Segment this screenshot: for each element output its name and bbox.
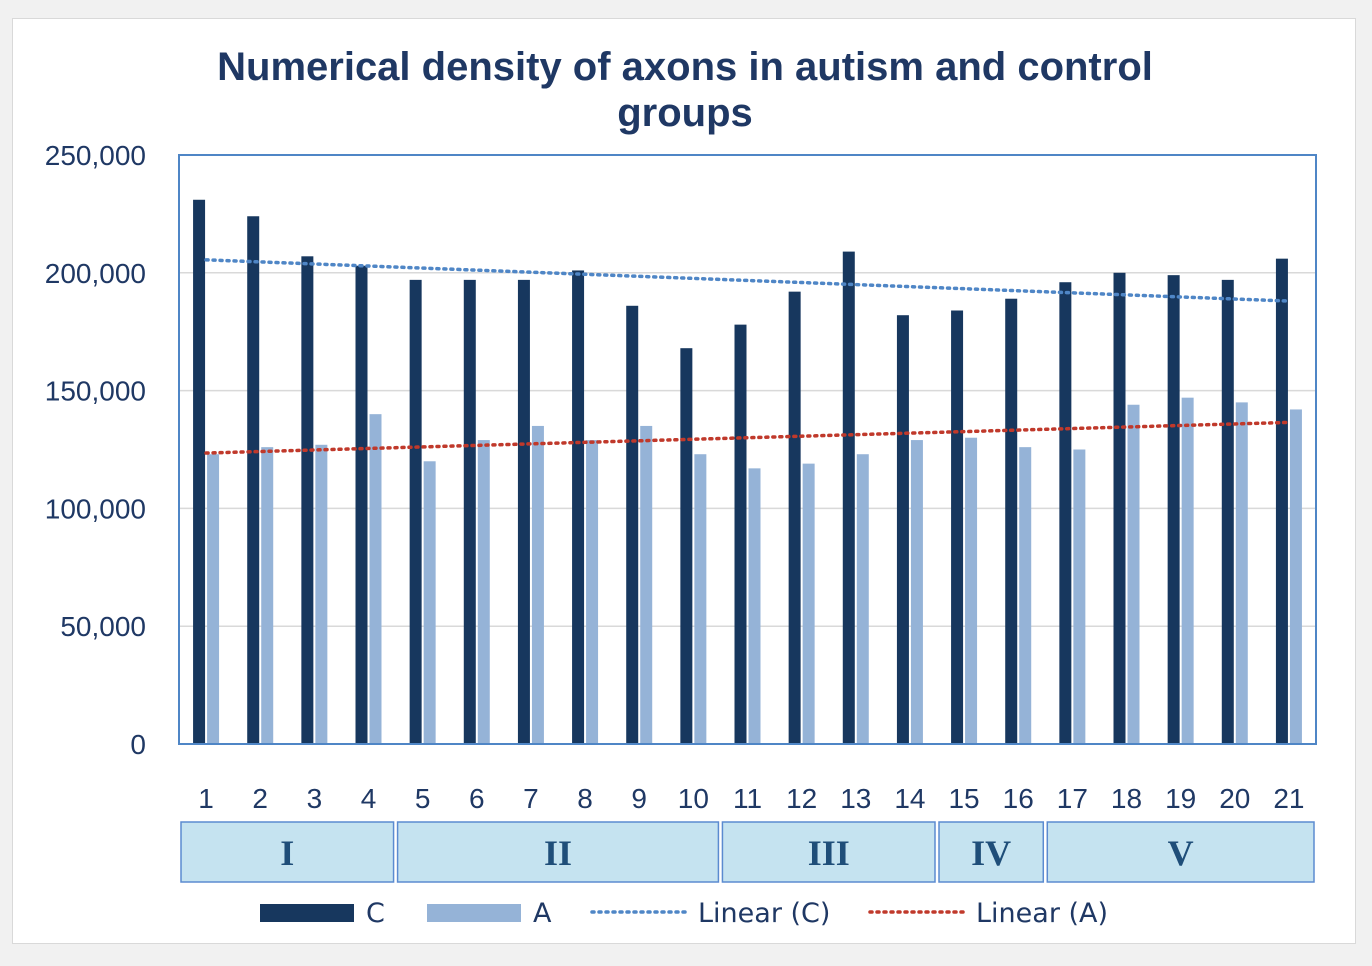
- trendline-C: [204, 258, 1291, 303]
- bar-C-2: [247, 216, 260, 745]
- y-tick-label: 100,000: [45, 493, 146, 524]
- trendline-A: [204, 420, 1291, 455]
- x-tick-label: 17: [1057, 783, 1088, 814]
- bar-C-12: [788, 291, 801, 744]
- bar-C-21: [1275, 258, 1288, 744]
- x-tick-label: 6: [469, 783, 485, 814]
- group-boxes: I II III IV V: [180, 821, 1315, 883]
- bar-C-9: [626, 305, 639, 744]
- y-tick-label: 200,000: [45, 258, 146, 289]
- bar-A-17: [1073, 449, 1086, 744]
- bar-A-5: [423, 461, 436, 744]
- bars: [193, 199, 1302, 745]
- bar-A-13: [856, 454, 869, 744]
- x-tick-label: 9: [631, 783, 647, 814]
- x-tick-label: 1: [198, 783, 214, 814]
- bar-C-18: [1113, 272, 1126, 744]
- bar-A-7: [531, 425, 544, 744]
- group-box: [1046, 821, 1315, 883]
- legend-label: Linear (C): [698, 898, 830, 929]
- y-tick-label: 0: [130, 729, 146, 760]
- bar-C-5: [409, 279, 422, 744]
- legend-label: C: [366, 898, 385, 929]
- bar-A-2: [261, 447, 274, 744]
- y-tick-label: 250,000: [45, 140, 146, 171]
- bar-A-11: [748, 468, 761, 744]
- bar-A-12: [802, 463, 815, 744]
- x-tick-label: 13: [840, 783, 871, 814]
- x-tick-label: 15: [948, 783, 979, 814]
- x-tick-label: 21: [1273, 783, 1304, 814]
- group-label: IV: [971, 833, 1011, 873]
- bar-C-16: [1005, 298, 1018, 744]
- bar-A-21: [1289, 409, 1302, 744]
- trendlines: [204, 258, 1291, 455]
- bar-A-19: [1181, 397, 1194, 744]
- bar-C-15: [951, 310, 964, 744]
- bar-A-15: [965, 437, 978, 744]
- x-tick-label: 8: [577, 783, 593, 814]
- bar-A-14: [910, 440, 923, 744]
- bar-C-7: [517, 279, 530, 744]
- bar-A-3: [315, 444, 328, 744]
- bar-C-17: [1059, 282, 1072, 744]
- x-tick-label: 19: [1165, 783, 1196, 814]
- group-label: I: [280, 833, 294, 873]
- bar-A-10: [694, 454, 707, 744]
- x-tick-label: 16: [1003, 783, 1034, 814]
- bar-A-16: [1019, 447, 1032, 744]
- bar-A-18: [1127, 404, 1140, 744]
- x-tick-label: 14: [894, 783, 925, 814]
- x-tick-label: 7: [523, 783, 539, 814]
- bar-C-20: [1221, 279, 1234, 744]
- bar-C-13: [842, 251, 855, 744]
- x-tick-label: 18: [1111, 783, 1142, 814]
- group-label: II: [544, 833, 572, 873]
- legend-label: A: [533, 898, 552, 929]
- y-tick-label: 50,000: [60, 611, 146, 642]
- bar-A-9: [640, 425, 653, 744]
- chart-title: Numerical density of axons in autism and…: [217, 45, 1153, 135]
- legend-swatch: [427, 904, 521, 922]
- legend-label: Linear (A): [976, 898, 1108, 929]
- x-tick-label: 2: [252, 783, 268, 814]
- x-tick-label: 4: [361, 783, 377, 814]
- legend-swatch: [260, 904, 354, 922]
- group-box: [721, 821, 936, 883]
- bar-A-4: [369, 414, 382, 744]
- x-tick-label: 11: [733, 783, 762, 814]
- x-tick-label: 3: [307, 783, 323, 814]
- bar-A-1: [207, 454, 220, 744]
- bar-C-19: [1167, 275, 1180, 744]
- bar-A-8: [586, 440, 599, 744]
- group-box: [396, 821, 720, 883]
- x-axis-tick-labels: 1 2 3 4 5 6 7 8 9 10 11 12 13 14 15 16 17 18 19 20 21: [198, 783, 1304, 814]
- group-box: [180, 821, 395, 883]
- bar-C-6: [463, 279, 476, 744]
- plot-border: [178, 154, 1317, 745]
- x-tick-label: 20: [1219, 783, 1250, 814]
- y-tick-label: 150,000: [45, 376, 146, 407]
- bar-C-14: [896, 315, 909, 744]
- bar-C-11: [734, 324, 747, 744]
- group-label: III: [808, 833, 850, 873]
- bar-C-4: [355, 265, 368, 744]
- bar-C-8: [572, 270, 585, 744]
- group-label: V: [1168, 833, 1194, 873]
- bar-C-10: [680, 348, 693, 744]
- gridlines: [179, 272, 1316, 627]
- bar-C-1: [193, 199, 206, 744]
- bar-A-20: [1235, 402, 1248, 744]
- x-tick-label: 12: [786, 783, 817, 814]
- bar-C-3: [301, 256, 314, 744]
- x-tick-label: 10: [678, 783, 709, 814]
- group-box: [938, 821, 1045, 883]
- legend: C A Linear (C) Linear (A): [260, 898, 1108, 929]
- bar-A-6: [477, 440, 490, 744]
- y-axis-tick-labels: 0 50,000 100,000 150,000 200,000 250,000: [45, 140, 146, 760]
- x-tick-label: 5: [415, 783, 431, 814]
